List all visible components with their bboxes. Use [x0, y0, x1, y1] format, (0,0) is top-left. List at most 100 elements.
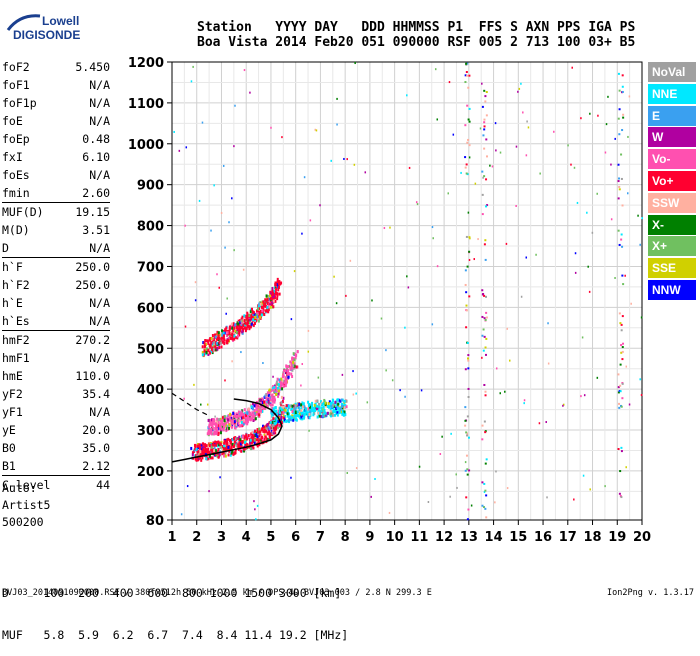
echo-point — [241, 416, 244, 420]
echo-point — [243, 436, 246, 440]
noise-point — [581, 336, 584, 339]
noise-point — [293, 270, 296, 273]
echo-point — [261, 309, 264, 313]
interference-point — [464, 419, 467, 422]
noise-point — [303, 176, 306, 179]
echo-point — [213, 449, 216, 453]
noise-point — [219, 476, 221, 479]
echo-point — [278, 378, 281, 382]
param-value: 2.60 — [82, 186, 110, 200]
param-name: C-level — [2, 478, 51, 492]
echo-point — [234, 451, 237, 455]
echo-point — [228, 336, 231, 340]
noise-point — [380, 317, 383, 320]
noise-point — [436, 265, 439, 268]
echo-point — [230, 425, 233, 429]
interference-point — [621, 129, 624, 132]
echo-point — [263, 300, 266, 304]
echo-point — [246, 422, 249, 426]
interference-point — [467, 387, 470, 390]
electron-density-profile — [171, 425, 283, 463]
echo-point — [261, 401, 264, 405]
echo-point — [209, 450, 212, 454]
noise-point — [562, 404, 564, 407]
interference-point — [484, 462, 487, 465]
noise-point — [468, 156, 471, 159]
noise-point — [389, 226, 391, 229]
param-value: 250.0 — [75, 260, 110, 274]
echo-point — [238, 333, 241, 337]
echo-point — [278, 292, 281, 296]
echo-point — [205, 450, 208, 454]
echo-point — [275, 418, 278, 422]
echo-point — [344, 413, 347, 417]
interference-point — [466, 473, 469, 476]
noise-point — [243, 69, 246, 72]
echo-point — [287, 419, 290, 423]
echo-point — [220, 427, 223, 431]
noise-point — [355, 467, 358, 470]
noise-point — [518, 87, 521, 90]
noise-point — [586, 211, 588, 214]
echo-point — [231, 442, 234, 446]
interference-point — [618, 389, 621, 392]
echo-point — [339, 407, 342, 411]
echo-point — [246, 437, 249, 441]
interference-point — [617, 180, 620, 183]
echo-point — [269, 421, 272, 425]
echo-point — [256, 428, 259, 432]
echo-point — [271, 399, 274, 403]
noise-point — [432, 237, 434, 240]
echo-point — [251, 438, 254, 442]
echo-point — [252, 310, 255, 314]
echo-point — [206, 339, 209, 343]
echo-point — [308, 416, 311, 420]
echo-point — [203, 341, 206, 345]
echo-point — [223, 331, 226, 335]
echo-point — [283, 408, 286, 412]
echo-point — [226, 416, 229, 420]
noise-point — [352, 370, 354, 373]
noise-point — [233, 145, 235, 148]
echo-point — [256, 307, 259, 311]
echo-point — [275, 380, 278, 384]
noise-point — [303, 407, 306, 410]
echo-point — [230, 413, 233, 417]
echo-point — [253, 438, 256, 442]
echo-point — [276, 277, 279, 281]
interference-point — [481, 334, 484, 337]
param-row: B1 2.12 — [2, 457, 110, 475]
echo-point — [264, 304, 267, 308]
echo-point — [231, 332, 234, 336]
echo-point — [285, 364, 288, 368]
echo-point — [211, 342, 214, 346]
echo-point — [317, 411, 320, 415]
noise-point — [495, 470, 497, 473]
echo-point — [210, 337, 213, 341]
noise-point — [270, 126, 272, 129]
interference-point — [466, 74, 469, 77]
noise-point — [607, 95, 609, 98]
echo-point — [208, 429, 211, 433]
echo-point — [277, 394, 280, 398]
interference-point — [620, 323, 623, 326]
param-value: N/A — [89, 351, 110, 365]
echo-point — [240, 321, 243, 325]
echo-point — [242, 327, 245, 331]
echo-point — [203, 345, 206, 349]
echo-point — [267, 308, 270, 312]
interference-point — [620, 344, 623, 347]
echo-point — [274, 287, 277, 291]
echo-point — [291, 375, 294, 379]
interference-point — [465, 235, 468, 238]
echo-point — [262, 424, 265, 428]
echo-point — [294, 407, 297, 411]
echo-point — [282, 410, 285, 414]
echo-point — [273, 400, 276, 404]
noise-point — [200, 444, 203, 447]
echo-point — [225, 439, 228, 443]
interference-point — [485, 516, 488, 519]
echo-point — [331, 413, 334, 417]
interference-point — [620, 238, 623, 241]
param-name: hmE — [2, 369, 23, 383]
